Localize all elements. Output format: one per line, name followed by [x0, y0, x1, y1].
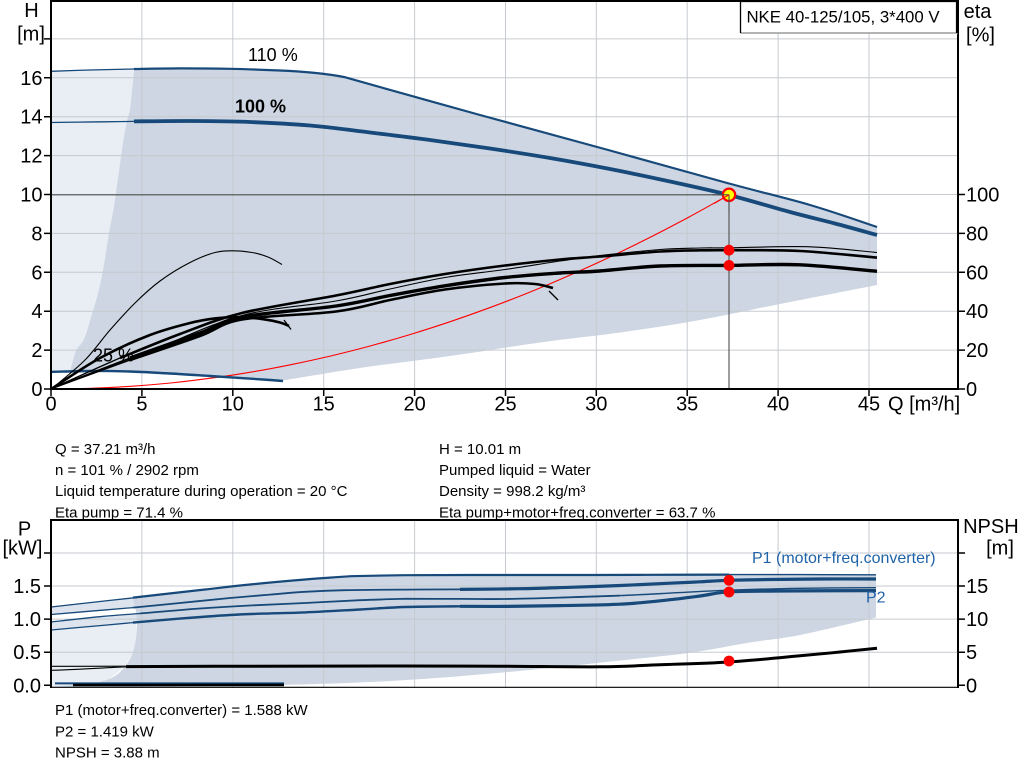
svg-text:110 %: 110 %: [248, 45, 298, 65]
svg-text:[m]: [m]: [17, 24, 45, 46]
svg-text:H: H: [24, 0, 38, 22]
svg-text:P2 = 1.419 kW: P2 = 1.419 kW: [55, 723, 155, 740]
svg-text:100: 100: [966, 185, 999, 207]
svg-text:0.5: 0.5: [13, 642, 41, 664]
svg-text:[kW]: [kW]: [3, 538, 43, 560]
svg-text:40: 40: [966, 301, 988, 323]
svg-text:20: 20: [966, 340, 988, 362]
svg-text:15: 15: [313, 394, 335, 416]
svg-text:Q = 37.21 m³/h: Q = 37.21 m³/h: [55, 441, 155, 458]
svg-text:30: 30: [585, 394, 607, 416]
svg-text:80: 80: [966, 223, 988, 245]
svg-text:4: 4: [31, 301, 42, 323]
svg-text:[m]: [m]: [986, 538, 1014, 560]
svg-text:H = 10.01 m: H = 10.01 m: [439, 441, 521, 458]
svg-text:Liquid temperature during oper: Liquid temperature during operation = 20…: [55, 483, 348, 500]
svg-text:1.0: 1.0: [13, 609, 41, 631]
svg-text:0: 0: [966, 675, 977, 697]
svg-text:Eta pump+motor+freq.converter: Eta pump+motor+freq.converter = 63.7 %: [439, 504, 715, 521]
svg-text:Density = 998.2 kg/m³: Density = 998.2 kg/m³: [439, 483, 585, 500]
svg-text:NPSH: NPSH: [963, 516, 1019, 538]
svg-text:5: 5: [136, 394, 147, 416]
svg-text:25 %: 25 %: [93, 346, 134, 366]
svg-text:Pumped liquid = Water: Pumped liquid = Water: [439, 462, 591, 479]
svg-text:5: 5: [966, 642, 977, 664]
svg-text:[%]: [%]: [966, 25, 995, 47]
svg-text:100 %: 100 %: [235, 97, 286, 117]
svg-text:0.0: 0.0: [13, 675, 41, 697]
svg-text:10: 10: [20, 185, 42, 207]
svg-text:Q [m³/h]: Q [m³/h]: [888, 394, 960, 416]
svg-text:40: 40: [767, 394, 789, 416]
svg-text:0: 0: [966, 379, 977, 401]
svg-text:1.5: 1.5: [13, 576, 41, 598]
svg-text:P1 (motor+freq.converter): P1 (motor+freq.converter): [752, 550, 936, 567]
svg-text:2: 2: [31, 340, 42, 362]
svg-text:P2: P2: [866, 590, 886, 607]
svg-text:NKE 40-125/105, 3*400 V: NKE 40-125/105, 3*400 V: [746, 8, 940, 27]
svg-text:45: 45: [858, 394, 880, 416]
svg-text:P: P: [18, 519, 31, 541]
svg-text:6: 6: [31, 262, 42, 284]
svg-text:60: 60: [966, 262, 988, 284]
svg-text:15: 15: [966, 576, 988, 598]
svg-text:14: 14: [20, 107, 42, 129]
svg-text:25: 25: [494, 394, 516, 416]
svg-text:12: 12: [20, 146, 42, 168]
svg-text:n = 101 % / 2902 rpm: n = 101 % / 2902 rpm: [55, 462, 199, 479]
svg-text:10: 10: [966, 609, 988, 631]
svg-text:0: 0: [31, 379, 42, 401]
svg-text:8: 8: [31, 223, 42, 245]
svg-text:20: 20: [403, 394, 425, 416]
svg-text:P1 (motor+freq.converter) = 1.: P1 (motor+freq.converter) = 1.588 kW: [55, 702, 308, 719]
svg-text:0: 0: [45, 394, 56, 416]
svg-text:10: 10: [222, 394, 244, 416]
svg-text:35: 35: [676, 394, 698, 416]
svg-text:Eta pump = 71.4 %: Eta pump = 71.4 %: [55, 504, 183, 521]
svg-text:NPSH = 3.88 m: NPSH = 3.88 m: [55, 745, 160, 762]
svg-text:16: 16: [20, 68, 42, 90]
svg-text:eta: eta: [964, 1, 993, 23]
